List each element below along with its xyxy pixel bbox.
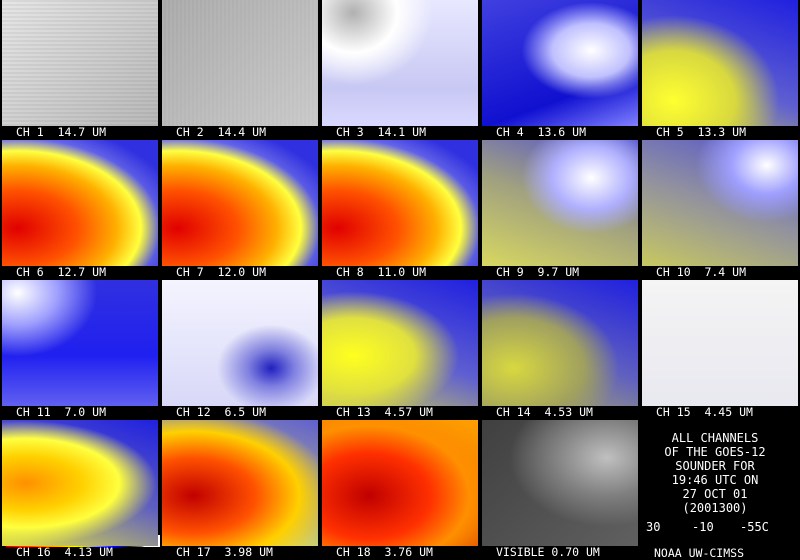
satellite-image	[482, 280, 638, 406]
panel-label: CH 4 13.6 UM	[496, 125, 587, 139]
panel: CH 7 12.0 UM	[160, 140, 320, 280]
panel: CH 18 3.76 UM	[320, 420, 480, 560]
info-line: ALL CHANNELS	[671, 431, 759, 445]
panel-label: CH 6 12.7 UM	[16, 265, 107, 279]
panel-label: CH 1 14.7 UM	[16, 125, 107, 139]
satellite-image	[482, 140, 638, 266]
panel-label: VISIBLE 0.70 UM	[496, 545, 600, 559]
info-line: 19:46 UTC ON	[671, 473, 759, 487]
panel: CH 9 9.7 UM	[480, 140, 640, 280]
satellite-image	[322, 140, 478, 266]
panel: CH 12 6.5 UM	[160, 280, 320, 420]
scale-label: -55C	[740, 520, 769, 534]
panel: CH 14 4.53 UM	[480, 280, 640, 420]
satellite-image	[322, 0, 478, 126]
panel-label: CH 12 6.5 UM	[176, 405, 267, 419]
satellite-image	[162, 280, 318, 406]
panel-label: CH 9 9.7 UM	[496, 265, 580, 279]
info-line: (2001300)	[682, 501, 748, 515]
scale-label: -10	[692, 520, 714, 534]
panel-label: CH 15 4.45 UM	[656, 405, 753, 419]
panel: CH 13 4.57 UM	[320, 280, 480, 420]
satellite-image	[642, 0, 798, 126]
panel: CH 1 14.7 UM	[0, 0, 160, 140]
panel-label: CH 2 14.4 UM	[176, 125, 267, 139]
info-line: SOUNDER FOR	[675, 459, 755, 473]
satellite-image	[482, 420, 638, 546]
satellite-image	[2, 140, 158, 266]
panel: CH 16 4.13 UM	[0, 420, 160, 560]
panel-label: CH 14 4.53 UM	[496, 405, 593, 419]
panel-label: CH 18 3.76 UM	[336, 545, 433, 559]
panel-label: CH 5 13.3 UM	[656, 125, 747, 139]
panel-label: CH 8 11.0 UM	[336, 265, 427, 279]
satellite-image	[2, 420, 158, 546]
panel-label: CH 3 14.1 UM	[336, 125, 427, 139]
credit: NOAA UW-CIMSS	[654, 546, 745, 560]
satellite-image	[482, 0, 638, 126]
panel: CH 6 12.7 UM	[0, 140, 160, 280]
satellite-image	[162, 420, 318, 546]
satellite-image	[162, 140, 318, 266]
satellite-image	[2, 0, 158, 126]
panel-label: CH 17 3.98 UM	[176, 545, 273, 559]
satellite-image	[322, 280, 478, 406]
panel: CH 4 13.6 UM	[480, 0, 640, 140]
panel-label: CH 7 12.0 UM	[176, 265, 267, 279]
info-block: ALL CHANNELS OF THE GOES-12 SOUNDER FOR 19:…	[640, 420, 800, 560]
satellite-image	[322, 420, 478, 546]
panel: CH 10 7.4 UM	[640, 140, 800, 280]
panel: CH 3 14.1 UM	[320, 0, 480, 140]
panel-label: CH 13 4.57 UM	[336, 405, 433, 419]
panel-label: CH 10 7.4 UM	[656, 265, 747, 279]
panel-label: CH 16 4.13 UM	[16, 545, 113, 559]
panel: VISIBLE 0.70 UM	[480, 420, 640, 560]
panel: CH 11 7.0 UM	[0, 280, 160, 420]
panel: CH 2 14.4 UM	[160, 0, 320, 140]
panel: CH 15 4.45 UM	[640, 280, 800, 420]
satellite-image	[642, 280, 798, 406]
info-line: OF THE GOES-12	[664, 445, 766, 459]
satellite-image	[2, 280, 158, 406]
scale-label: 30	[646, 520, 661, 534]
satellite-image	[642, 140, 798, 266]
panel-label: CH 11 7.0 UM	[16, 405, 107, 419]
info-line: 27 OCT 01	[682, 487, 748, 501]
panel: CH 17 3.98 UM	[160, 420, 320, 560]
panel: CH 8 11.0 UM	[320, 140, 480, 280]
panel: CH 5 13.3 UM	[640, 0, 800, 140]
satellite-image	[162, 0, 318, 126]
